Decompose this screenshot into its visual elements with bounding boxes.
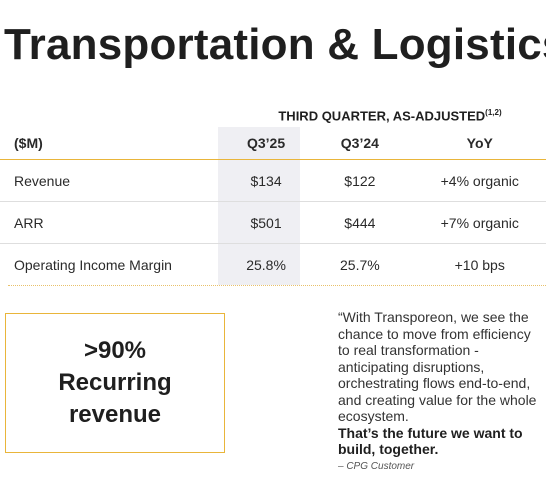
row-q3-25-value: 25.8% [246,256,286,273]
table-row: Operating Income Margin 25.8% 25.7% +10 … [0,244,546,286]
table-row: ARR $501 $444 +7% organic [0,201,546,244]
row-yoy-value: +10 bps [454,256,505,273]
quote-text: “With Transporeon, we see the chance to … [338,309,537,424]
metrics-table: ($M) Q3’25 Q3’24 YoY Revenue $134 $122 +… [0,127,546,285]
row-yoy-value: +4% organic [413,159,546,202]
header-q3-24: Q3’24 [306,127,414,160]
customer-quote: “With Transporeon, we see the chance to … [338,309,546,458]
section-footnote: (1,2) [485,108,502,117]
section-heading-text: THIRD QUARTER, AS-ADJUSTED [278,108,486,124]
row-label: ARR [0,201,226,244]
row-label: Revenue [0,159,226,202]
header-units: ($M) [0,127,226,160]
quote-attribution: – CPG Customer [338,461,415,472]
row-q3-24-value: $122 [306,159,414,202]
row-yoy-value: +7% organic [413,201,546,244]
callout-line-2: Recurring [58,369,172,396]
row-q3-24-value: 25.7% [340,256,380,273]
callout-percentage: >90% [83,337,147,364]
header-yoy: YoY [413,127,546,160]
row-q3-24-value: $444 [306,201,414,244]
row-q3-25-value: $134 [225,159,307,202]
section-heading: THIRD QUARTER, AS-ADJUSTED(1,2) [260,108,520,123]
quote-emphasis: That’s the future we want to build, toge… [338,424,523,458]
dotted-divider [8,285,546,286]
table-row: Revenue $134 $122 +4% organic [0,159,546,202]
row-label: Operating Income Margin [14,256,172,273]
row-q3-25-value: $501 [225,201,307,244]
recurring-revenue-callout: >90% Recurring revenue [5,313,225,453]
header-q3-25: Q3’25 [225,127,307,160]
page-title: Transportation & Logistics [4,20,546,69]
table-header-row: ($M) Q3’25 Q3’24 YoY [0,127,546,160]
callout-line-3: revenue [68,401,162,428]
